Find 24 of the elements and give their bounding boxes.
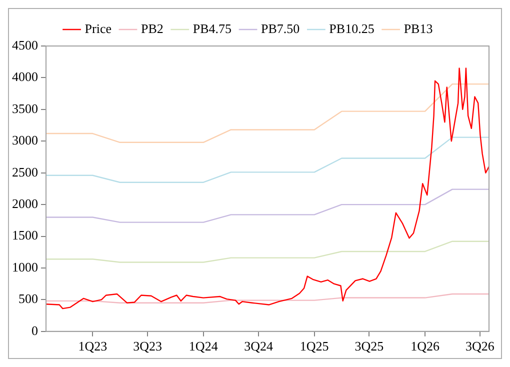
legend-label: PB4.75 xyxy=(192,20,232,36)
legend-label: PB2 xyxy=(140,20,164,36)
x-tick-label: 3Q25 xyxy=(354,338,384,354)
y-tick-label: 1500 xyxy=(12,228,38,243)
y-tick-label: 2500 xyxy=(12,164,38,180)
x-tick-label: 3Q24 xyxy=(244,338,274,354)
x-tick-label: 1Q23 xyxy=(78,338,108,354)
legend-label: PB10.25 xyxy=(329,20,374,36)
x-tick-label: 1Q26 xyxy=(410,338,440,354)
x-tick-label: 1Q25 xyxy=(300,338,329,354)
x-tick-label: 1Q24 xyxy=(188,338,218,354)
legend-label: PB13 xyxy=(404,20,433,36)
x-tick-label: 3Q23 xyxy=(133,338,162,354)
x-tick-label: 3Q26 xyxy=(465,338,495,354)
y-tick-label: 3500 xyxy=(12,100,38,116)
y-tick-label: 3000 xyxy=(12,132,38,148)
y-tick-label: 1000 xyxy=(12,259,38,274)
y-tick-label: 2000 xyxy=(12,196,38,211)
y-tick-label: 4000 xyxy=(12,69,38,84)
legend-label: PB7.50 xyxy=(261,20,300,36)
y-tick-label: 0 xyxy=(32,322,38,338)
y-tick-label: 4500 xyxy=(12,37,38,52)
y-tick-label: 500 xyxy=(18,291,38,306)
legend-label: Price xyxy=(84,20,112,36)
